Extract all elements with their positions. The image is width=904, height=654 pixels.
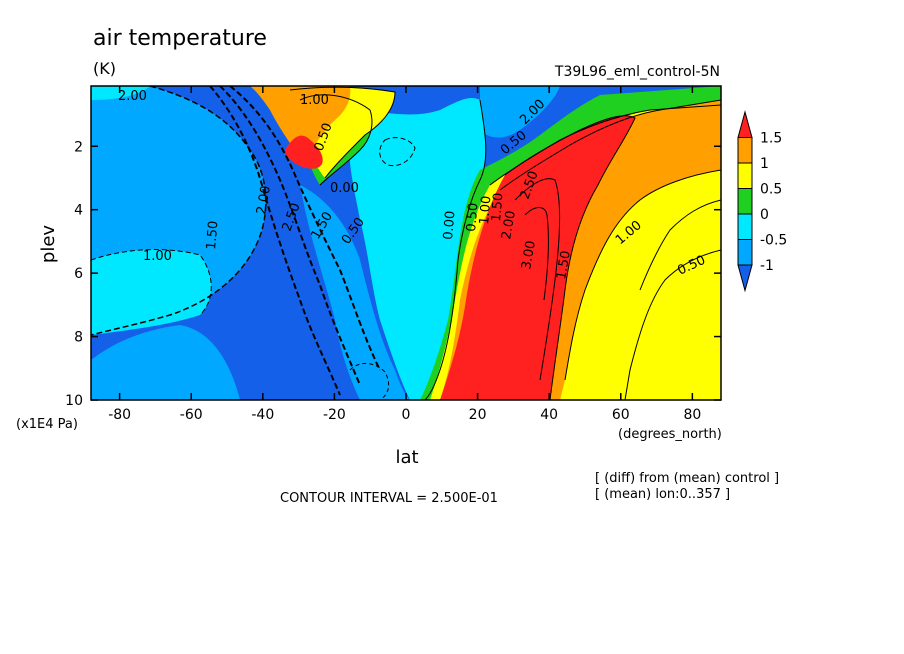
- x-axis: -80 -60 -40 -20 0 20 40 60 80: [108, 86, 701, 423]
- chart-title: air temperature: [93, 26, 267, 51]
- contour-label: 1.50: [554, 250, 574, 281]
- contour-line: [91, 249, 212, 316]
- contour-label: 0.00: [441, 210, 458, 240]
- plot-area: 2.00 1.00 0.50 0.00 1.50 2.00 2.50 1.50 …: [91, 86, 721, 400]
- x-tick-label: 20: [469, 407, 487, 423]
- colorbar-band: [737, 137, 753, 164]
- colorbar-band: [737, 162, 753, 189]
- colorbar-label: -1: [760, 258, 774, 274]
- field-band-negp5-zero-tl: [91, 86, 150, 100]
- colorbar-band: [737, 213, 753, 240]
- field-band-negp5-zero: [348, 98, 486, 400]
- note-diff-from-mean: [ (diff) from (mean) control ]: [595, 471, 779, 486]
- field-band-1-1p5-north: [250, 86, 351, 165]
- contour-label: 2.00: [118, 89, 147, 104]
- y-tick-label: 8: [74, 330, 83, 346]
- y-tick-label: 2: [74, 139, 83, 155]
- colorbar: 1.5 1 0.5 0 -0.5 -1: [737, 110, 787, 293]
- contour-line: [514, 178, 561, 381]
- contour-line: [229, 86, 381, 371]
- contour-line: [499, 99, 721, 191]
- x-tick-label: -20: [323, 407, 346, 423]
- colorbar-band-bottom-arrow: [737, 264, 753, 293]
- contour-label: 3.00: [519, 240, 539, 271]
- colorbar-label: 1.5: [760, 131, 782, 147]
- x-axis-title: lat: [395, 447, 418, 468]
- contour-label: 1.00: [477, 195, 494, 225]
- contour-line: [219, 86, 361, 386]
- y-tick-label: 4: [74, 203, 83, 219]
- contour-line: [624, 249, 721, 400]
- x-tick-label: -80: [108, 407, 131, 423]
- colorbar-band-top-arrow: [737, 110, 753, 138]
- contour-line: [564, 169, 721, 381]
- field-band-neg1-negp5-mid: [300, 185, 410, 400]
- contour-line: [639, 199, 721, 291]
- contour-label: 1.00: [300, 93, 329, 108]
- dataset-label: T39L96_eml_control-5N: [554, 64, 720, 80]
- contour-line: [209, 86, 341, 396]
- field-band-neg1-negp5-south-low: [91, 325, 240, 400]
- field-band-gt-1p5: [440, 115, 635, 400]
- y-tick-label: 10: [65, 393, 83, 409]
- contour-label: 1.50: [204, 220, 221, 250]
- x-tick-label: 40: [540, 407, 558, 423]
- field-band-neg1-negp5-north: [480, 86, 560, 138]
- contour-line: [299, 94, 373, 186]
- y-axis-title: plev: [38, 225, 59, 264]
- x-tick-label: -40: [251, 407, 274, 423]
- contour-line: [524, 207, 549, 301]
- contour-label: 0.50: [464, 202, 481, 232]
- x-tick-label: -60: [180, 407, 203, 423]
- contour-label: 2.00: [254, 185, 274, 216]
- contour-line: [504, 115, 636, 400]
- contour-line: [424, 99, 487, 400]
- colorbar-label: 0: [760, 207, 769, 223]
- x-tick-label: 0: [402, 407, 411, 423]
- contour-label: 1.50: [489, 192, 506, 222]
- y-tick-label: 6: [74, 266, 83, 282]
- x-tick-label: 80: [683, 407, 701, 423]
- y-axis: 2 4 6 8 10: [65, 139, 721, 409]
- colorbar-band: [737, 239, 753, 266]
- colorbar-label: 0.5: [760, 182, 782, 198]
- contour-line: [91, 86, 267, 336]
- x-axis-units: (degrees_north): [618, 427, 722, 442]
- colorbar-band: [737, 188, 753, 215]
- field-band-gt-1p5-north: [285, 135, 323, 169]
- contour-label: 0.00: [330, 181, 359, 196]
- contour-line: [289, 86, 396, 179]
- note-mean-lon: [ (mean) lon:0..357 ]: [595, 487, 730, 502]
- contour-label: 2.00: [499, 210, 519, 241]
- y-axis-units: (x1E4 Pa): [16, 417, 78, 432]
- contour-lines: [91, 86, 721, 400]
- colorbar-label: -0.5: [760, 233, 787, 249]
- field-band-negp5-zero-south: [91, 249, 212, 335]
- contour-line: [379, 137, 416, 167]
- contour-interval-text: CONTOUR INTERVAL = 2.500E-01: [280, 491, 498, 506]
- x-tick-label: 60: [612, 407, 630, 423]
- colorbar-label: 1: [760, 156, 769, 172]
- contour-label: 1.00: [143, 249, 172, 264]
- chart-units: (K): [93, 59, 116, 78]
